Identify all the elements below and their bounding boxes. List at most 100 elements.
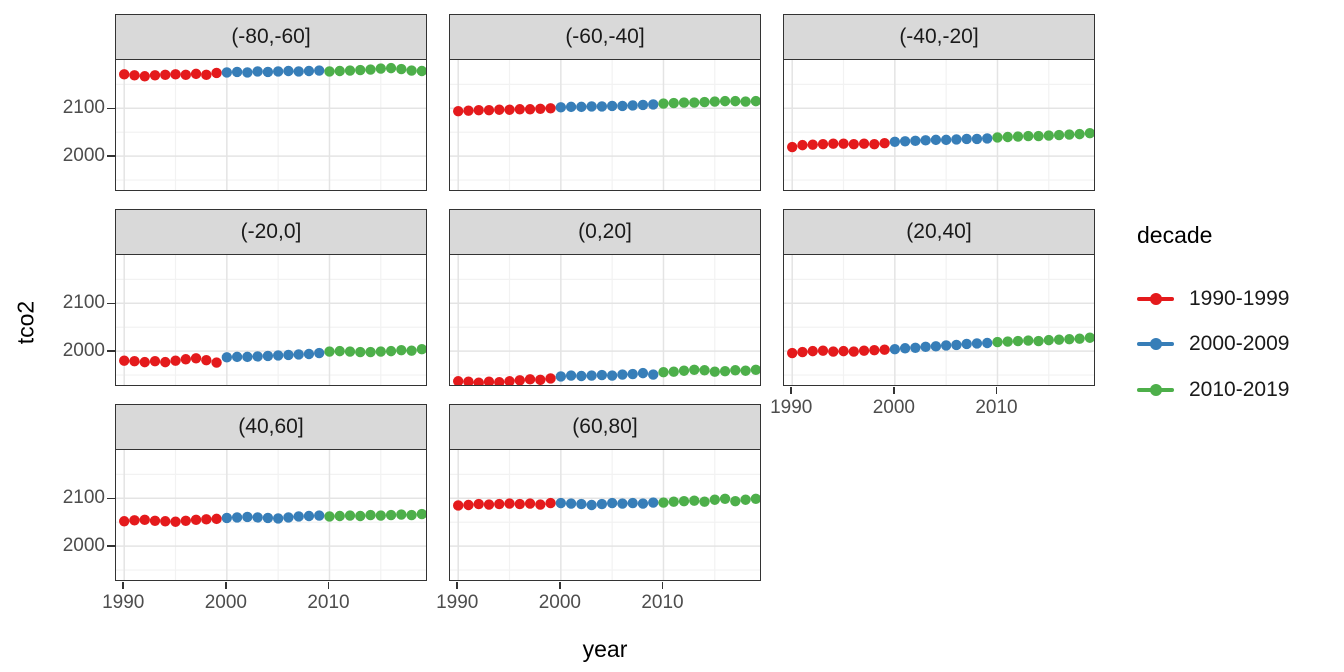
data-point: [930, 134, 942, 145]
x-axis-tick-label: 2010: [641, 592, 684, 613]
data-point: [750, 493, 760, 504]
data-point: [406, 509, 417, 520]
data-point: [139, 356, 150, 367]
data-point: [807, 345, 818, 356]
facet-(20,40]: (20,40]: [783, 209, 1095, 386]
data-point: [730, 95, 741, 106]
data-point: [483, 498, 495, 510]
data-point: [648, 368, 659, 380]
data-point: [355, 64, 366, 75]
data-point: [201, 354, 212, 366]
data-point: [586, 499, 597, 510]
data-point: [637, 367, 649, 378]
data-point: [787, 347, 798, 358]
data-point: [211, 357, 222, 368]
data-point: [817, 138, 829, 149]
facet-panel: [449, 58, 761, 191]
data-point: [565, 101, 577, 112]
data-point: [807, 139, 818, 150]
data-point: [514, 498, 525, 509]
facet-(0,20]: (0,20]: [449, 209, 761, 386]
data-point: [930, 340, 942, 352]
legend-title: decade: [1137, 222, 1213, 248]
data-point: [617, 497, 628, 509]
data-point: [242, 351, 253, 362]
data-point: [678, 96, 690, 108]
x-axis-tick-label: 2000: [872, 397, 915, 418]
facet-strip: (-80,-60]: [115, 14, 427, 60]
facet-strip-label: (-40,-20]: [899, 25, 979, 48]
data-point: [231, 351, 243, 362]
data-point: [406, 345, 417, 356]
data-point: [606, 369, 618, 381]
data-point: [1064, 129, 1075, 140]
data-point: [463, 376, 474, 385]
data-point: [879, 137, 890, 149]
data-point: [211, 513, 222, 524]
x-axis-tick-label: 1990: [102, 592, 145, 613]
data-point: [324, 65, 335, 77]
data-point: [524, 373, 536, 385]
legend-item-label: 2000-2009: [1189, 332, 1290, 355]
data-point: [678, 495, 690, 506]
data-point: [494, 376, 505, 385]
legend-key-line-point-icon: [1137, 378, 1174, 402]
data-point: [1064, 333, 1075, 344]
data-point: [170, 516, 181, 527]
data-point: [1043, 334, 1054, 345]
y-axis-tick-label: 2000: [62, 535, 105, 557]
facet-strip-label: (40,60]: [238, 415, 304, 438]
data-point: [637, 99, 649, 110]
data-point: [283, 511, 294, 523]
x-axis-tick-label: 2010: [975, 397, 1018, 418]
data-point: [709, 96, 720, 107]
data-point: [272, 512, 284, 524]
data-point: [180, 515, 191, 526]
x-axis-tick-label: 2000: [538, 592, 581, 613]
data-point: [416, 65, 426, 76]
y-axis-tick-mark: [107, 107, 115, 110]
data-point: [678, 365, 690, 376]
data-point: [324, 510, 335, 522]
data-point: [910, 135, 921, 146]
data-point: [119, 355, 130, 366]
facet-strip: (60,80]: [449, 404, 761, 450]
data-point: [396, 344, 407, 355]
facet-strip: (-60,-40]: [449, 14, 761, 60]
data-point: [385, 509, 397, 520]
data-point: [961, 338, 972, 349]
data-point: [596, 369, 608, 380]
data-point: [129, 355, 140, 366]
data-point: [555, 101, 567, 113]
data-point: [365, 509, 376, 520]
data-point: [473, 104, 484, 116]
x-axis-tick-mark: [327, 582, 330, 589]
data-point: [545, 372, 556, 384]
data-point: [545, 497, 556, 508]
facet-strip: (-40,-20]: [783, 14, 1095, 60]
data-point: [1002, 335, 1013, 347]
facet-strip-label: (20,40]: [906, 220, 972, 243]
data-point: [262, 512, 274, 523]
data-point: [303, 348, 315, 359]
data-point: [1012, 335, 1024, 346]
data-point: [627, 368, 638, 379]
facet-(-60,-40]: (-60,-40]: [449, 14, 761, 191]
data-point: [1002, 131, 1013, 142]
legend-key-line-point-icon: [1137, 287, 1174, 311]
data-point: [730, 364, 741, 376]
data-point: [396, 63, 407, 74]
data-point: [453, 105, 464, 116]
data-point: [971, 133, 983, 144]
data-point: [648, 98, 659, 110]
data-point: [1074, 333, 1085, 344]
facet-strip-label: (60,80]: [572, 415, 638, 438]
x-axis-title: year: [582, 636, 628, 662]
data-point: [221, 351, 233, 363]
data-point: [982, 132, 993, 144]
data-point: [252, 65, 263, 77]
data-point: [627, 99, 638, 111]
data-point: [314, 64, 325, 76]
facet-panel: [115, 253, 427, 386]
data-point: [494, 498, 505, 509]
